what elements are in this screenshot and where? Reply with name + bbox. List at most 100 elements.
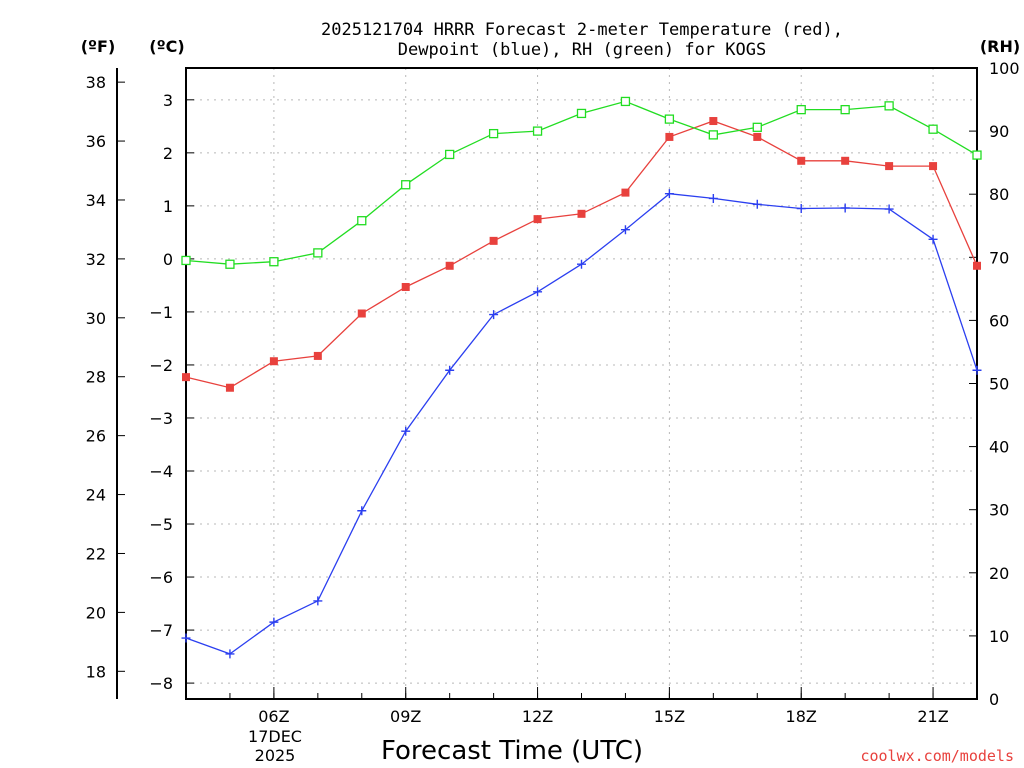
rh-line — [185, 100, 978, 265]
rh-tick-label: 20 — [989, 564, 1009, 583]
temperature-point — [797, 156, 806, 165]
time-tick-label: 21Z — [917, 707, 948, 726]
dewpoint-point — [401, 426, 411, 436]
fahrenheit-tick-label: 28 — [86, 368, 106, 387]
rh-tick-label: 40 — [989, 438, 1009, 457]
temperature-point — [533, 215, 542, 224]
rh-point — [488, 128, 499, 139]
celsius-tick-label: −4 — [149, 462, 173, 481]
fahrenheit-unit-label: (ºF) — [81, 37, 116, 56]
dewpoint-point — [928, 234, 938, 244]
fahrenheit-tick-label: 18 — [86, 662, 106, 681]
temperature-point — [182, 373, 190, 382]
dewpoint-point — [664, 189, 674, 199]
dewpoint-point — [181, 633, 191, 643]
celsius-tick-label: −5 — [149, 515, 173, 534]
temperature-point — [929, 162, 938, 171]
time-tick-label: 18Z — [786, 707, 817, 726]
temperature-point — [621, 188, 630, 197]
dewpoint-point — [972, 365, 982, 375]
celsius-tick-label: −6 — [149, 568, 173, 587]
celsius-unit-label: (ºC) — [149, 37, 184, 56]
dewpoint-point — [577, 259, 586, 269]
rh-tick-label: 70 — [989, 248, 1009, 267]
rh-point — [708, 130, 718, 140]
dewpoint-point — [752, 199, 762, 209]
celsius-tick-label: 0 — [163, 250, 173, 269]
fahrenheit-tick-label: 26 — [86, 427, 106, 446]
celsius-tick-label: −8 — [149, 674, 173, 693]
rh-tick-label: 100 — [989, 59, 1020, 78]
temperature-point — [841, 156, 850, 165]
time-tick-label: 09Z — [390, 707, 421, 726]
celsius-tick-label: −1 — [149, 303, 173, 322]
rh-point — [796, 104, 806, 115]
temperature-line — [185, 120, 978, 389]
fahrenheit-tick-label: 32 — [86, 250, 106, 269]
celsius-tick-label: −7 — [149, 621, 173, 640]
temperature-point — [709, 117, 718, 126]
rh-point — [532, 126, 543, 136]
temperature-point — [313, 351, 322, 360]
dewpoint-point — [533, 287, 543, 297]
rh-point — [269, 257, 279, 267]
rh-point — [313, 248, 323, 258]
rh-point — [972, 150, 982, 160]
dewpoint-point — [796, 204, 806, 214]
rh-tick-label: 10 — [989, 627, 1009, 646]
credit-text: coolwx.com/models — [860, 747, 1014, 765]
dewpoint-point — [357, 506, 367, 516]
rh-point — [225, 259, 235, 269]
chart-title-line2: Dewpoint (blue), RH (green) for KOGS — [398, 40, 766, 60]
rh-point — [576, 108, 587, 119]
rh-tick-label: 50 — [989, 375, 1009, 394]
temperature-point — [885, 162, 894, 171]
rh-point — [884, 101, 894, 111]
dewpoint-point — [445, 365, 455, 375]
celsius-tick-label: 2 — [163, 144, 173, 163]
dewpoint-point — [269, 617, 279, 627]
rh-tick-label: 60 — [989, 311, 1009, 330]
rh-tick-label: 0 — [989, 690, 999, 709]
dewpoint-point — [708, 193, 718, 203]
temperature-point — [489, 236, 498, 245]
rh-point — [752, 122, 762, 132]
rh-point — [357, 216, 367, 226]
rh-unit-label: (RH) — [980, 37, 1020, 56]
chart-title-line1: 2025121704 HRRR Forecast 2-meter Tempera… — [321, 20, 843, 40]
temperature-point — [269, 357, 278, 366]
rh-point — [620, 96, 631, 107]
axes: −8 −7 −6 −5 −4 −3 −2 −1 0 1 2 3 18 20 22 24 26 28 30 32 34 36… — [86, 59, 1020, 726]
dewpoint-point — [620, 225, 630, 235]
date-label-day: 17DEC — [248, 727, 302, 746]
fahrenheit-tick-label: 30 — [86, 309, 106, 328]
fahrenheit-tick-label: 36 — [86, 132, 106, 151]
temperature-point — [973, 261, 981, 270]
fahrenheit-tick-label: 38 — [86, 73, 106, 92]
dewpoint-point — [489, 310, 499, 320]
celsius-tick-label: 1 — [163, 197, 173, 216]
x-axis-title: Forecast Time (UTC) — [381, 736, 643, 766]
rh-tick-label: 90 — [989, 122, 1009, 141]
rh-point — [445, 149, 455, 160]
temperature-point — [665, 132, 674, 141]
fahrenheit-tick-label: 22 — [86, 544, 106, 563]
rh-tick-label: 80 — [989, 185, 1009, 204]
celsius-tick-label: −3 — [149, 409, 173, 428]
rh-point — [840, 104, 850, 115]
temperature-point — [357, 309, 366, 318]
temperature-point — [225, 383, 234, 392]
series — [181, 96, 982, 659]
temperature-point — [445, 261, 454, 270]
time-tick-label: 15Z — [654, 707, 685, 726]
dewpoint-point — [225, 649, 235, 659]
rh-point — [181, 255, 191, 266]
dewpoint-point — [313, 596, 323, 606]
rh-tick-label: 30 — [989, 501, 1009, 520]
time-tick-label: 12Z — [522, 707, 553, 726]
celsius-tick-label: 3 — [163, 91, 173, 110]
fahrenheit-tick-label: 24 — [86, 486, 106, 505]
rh-point — [928, 124, 938, 134]
time-tick-label: 06Z — [258, 707, 289, 726]
